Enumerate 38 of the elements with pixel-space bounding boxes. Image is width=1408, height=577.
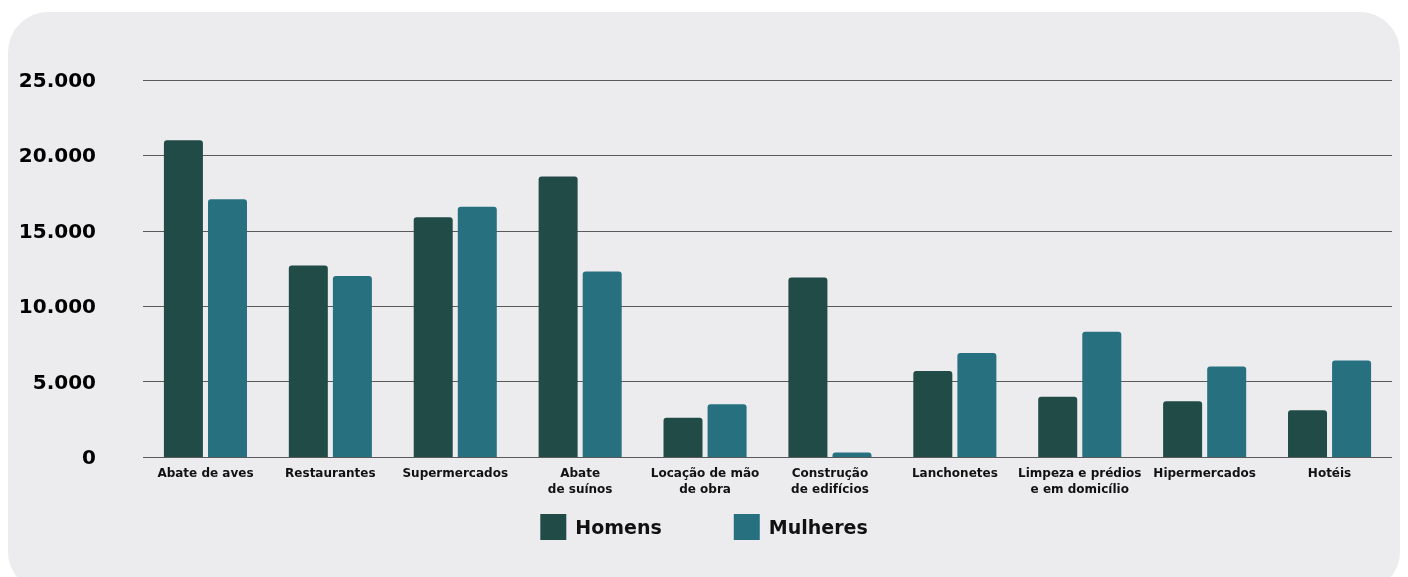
bar (788, 277, 828, 457)
bar (707, 404, 747, 457)
x-tick-label: Hotéis (1307, 466, 1352, 480)
x-tick-label: Construção de edifícios (791, 466, 869, 496)
bar (582, 271, 622, 457)
bar (913, 371, 953, 457)
y-tick-label: 10.000 (18, 294, 96, 319)
y-tick-label: 5.000 (32, 369, 96, 394)
bar (1207, 366, 1247, 457)
bar (163, 140, 203, 457)
bar (1288, 410, 1328, 457)
legend-label: Homens (575, 516, 662, 538)
bar (832, 452, 872, 457)
bar (457, 206, 497, 457)
bar (1038, 396, 1078, 457)
bar (538, 176, 578, 457)
x-tick-label: Hipermercados (1153, 466, 1256, 480)
bar (207, 199, 247, 457)
x-tick-label: Supermercados (402, 466, 509, 480)
bar (1082, 331, 1122, 457)
bar (957, 352, 997, 457)
bar (413, 217, 453, 457)
x-tick-label: Limpeza e prédios e em domicílio (1018, 466, 1142, 496)
x-tick-label: Abate de suínos (547, 466, 613, 496)
x-tick-label: Lanchonetes (911, 466, 998, 480)
y-tick-label: 25.000 (18, 68, 96, 92)
bar (663, 417, 703, 457)
bar (288, 265, 328, 457)
x-tick-label: Abate de aves (157, 466, 254, 480)
x-tick-label: Restaurantes (285, 466, 376, 480)
bar (332, 276, 372, 457)
bar (1332, 360, 1372, 457)
x-tick-label: Locação de mão de obra (650, 466, 760, 496)
legend-label: Mulheres (768, 516, 868, 538)
y-tick-label: 20.000 (18, 143, 96, 168)
y-tick-label: 0 (82, 445, 96, 469)
bar (1163, 401, 1203, 457)
y-tick-label: 15.000 (18, 218, 96, 243)
